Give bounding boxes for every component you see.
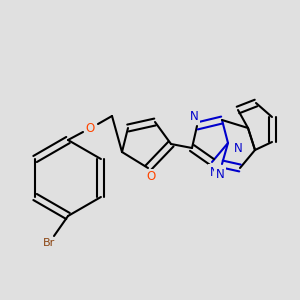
Text: O: O bbox=[146, 170, 156, 184]
Text: N: N bbox=[210, 166, 218, 178]
Text: O: O bbox=[85, 122, 94, 134]
Text: Br: Br bbox=[43, 238, 55, 248]
Text: N: N bbox=[190, 110, 198, 122]
Text: N: N bbox=[234, 142, 242, 154]
Text: N: N bbox=[216, 167, 224, 181]
